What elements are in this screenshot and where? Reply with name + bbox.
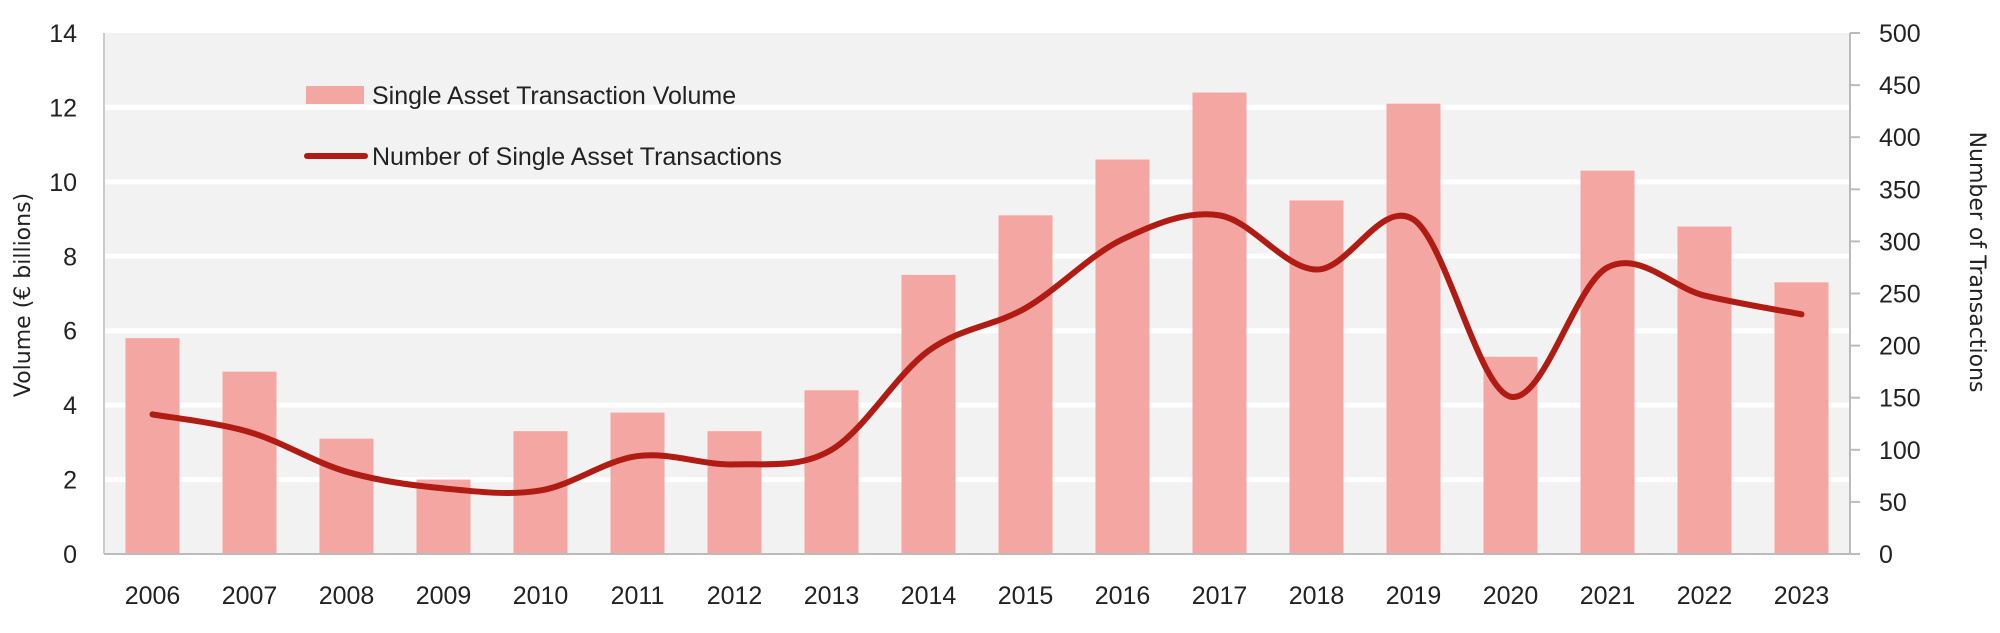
x-tick-label: 2017 <box>1192 582 1248 610</box>
x-tick-label: 2019 <box>1386 582 1442 610</box>
x-tick-label: 2007 <box>222 582 278 610</box>
y-tick-label-right: 0 <box>1879 541 1893 569</box>
x-tick-label: 2012 <box>707 582 763 610</box>
y-tick-label-left: 10 <box>49 169 77 197</box>
axes <box>103 32 1860 555</box>
x-tick-label: 2013 <box>804 582 860 610</box>
bar-2021 <box>1580 170 1635 554</box>
legend: Single Asset Transaction Volume Number o… <box>304 82 782 171</box>
right-tick-labels: 0 50 100 150 200 250 300 350 400 450 500 <box>1879 20 1921 569</box>
y-tick-label-right: 400 <box>1879 124 1921 152</box>
x-tick-label: 2015 <box>998 582 1054 610</box>
bar-2014 <box>901 274 956 554</box>
bar-2019 <box>1386 103 1441 554</box>
y-tick-label-right: 350 <box>1879 176 1921 204</box>
bar-2017 <box>1192 92 1247 555</box>
y-tick-label-right: 50 <box>1879 489 1907 517</box>
y-tick-label-left: 6 <box>63 318 77 346</box>
y-tick-label-left: 8 <box>63 243 77 271</box>
y-tick-label-right: 450 <box>1879 72 1921 100</box>
y-tick-label-left: 12 <box>49 94 77 122</box>
bar-2012 <box>707 431 762 554</box>
bar-2022 <box>1677 226 1732 554</box>
x-tick-label: 2016 <box>1095 582 1151 610</box>
x-tick-label: 2018 <box>1289 582 1345 610</box>
bar-2007 <box>222 371 277 554</box>
x-tick-labels: 2006 2007 2008 2009 2010 2011 2012 2013 2014 2015… <box>125 582 1830 610</box>
x-tick-label: 2008 <box>319 582 375 610</box>
x-tick-label: 2021 <box>1580 582 1636 610</box>
bar-2015 <box>998 215 1053 554</box>
plot-background <box>104 33 1850 554</box>
y-axis-label-left: Volume (€ billions) <box>11 193 36 397</box>
bar-2006 <box>125 338 180 554</box>
left-tick-labels: 0 2 4 6 8 10 12 14 <box>49 20 77 569</box>
x-tick-label: 2006 <box>125 582 181 610</box>
y-tick-label-right: 300 <box>1879 228 1921 256</box>
bar-2023 <box>1774 282 1829 554</box>
y-tick-label-left: 2 <box>63 467 77 495</box>
x-tick-label: 2020 <box>1483 582 1539 610</box>
x-tick-label: 2022 <box>1677 582 1733 610</box>
y-axis-label-right: Number of Transactions <box>1964 132 1989 393</box>
legend-swatch-volume <box>306 86 364 104</box>
y-tick-label-right: 150 <box>1879 385 1921 413</box>
y-tick-label-right: 250 <box>1879 281 1921 309</box>
x-tick-label: 2011 <box>611 582 665 610</box>
legend-label-volume: Single Asset Transaction Volume <box>372 82 736 110</box>
bar-2011 <box>610 412 665 554</box>
x-tick-label: 2010 <box>513 582 569 610</box>
line-number-of-transactions <box>149 211 1805 496</box>
x-tick-label: 2014 <box>901 582 957 610</box>
x-tick-label: 2009 <box>416 582 472 610</box>
x-tick-label: 2023 <box>1774 582 1830 610</box>
y-tick-label-right: 500 <box>1879 20 1921 48</box>
y-tick-label-right: 100 <box>1879 437 1921 465</box>
bar-2008 <box>319 438 374 554</box>
y-tick-label-left: 4 <box>63 392 77 420</box>
legend-label-count: Number of Single Asset Transactions <box>372 143 782 171</box>
y-tick-label-right: 200 <box>1879 333 1921 361</box>
bar-2018 <box>1289 200 1344 554</box>
bar-2016 <box>1095 159 1150 554</box>
bars <box>125 92 1829 555</box>
y-tick-label-left: 14 <box>49 20 77 48</box>
y-tick-label-left: 0 <box>63 541 77 569</box>
bar-2013 <box>804 390 859 554</box>
